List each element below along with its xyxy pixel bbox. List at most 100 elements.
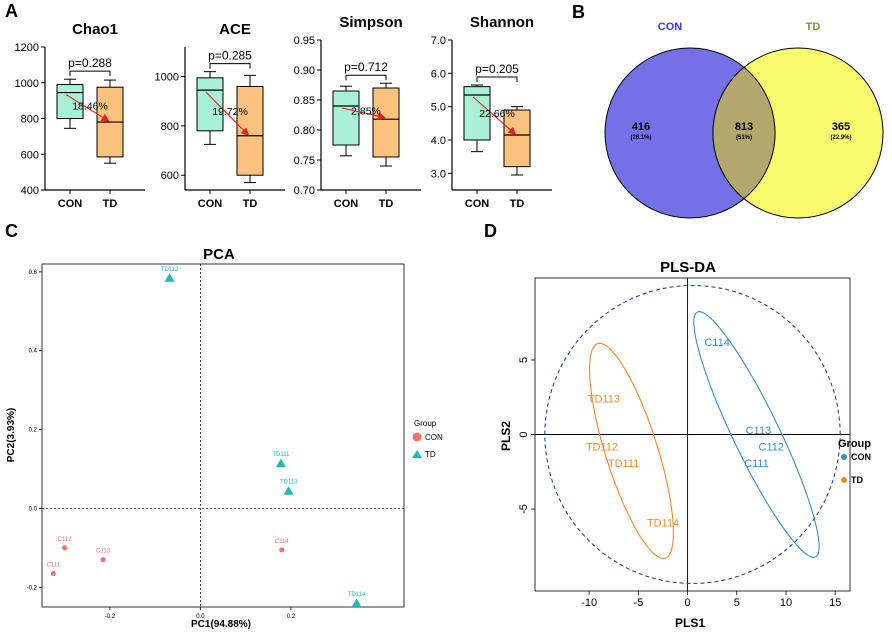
pca-x-tick-label: 0.0 [196, 614, 205, 620]
chao1-boxplot: Chao1 400 600 800 1000 1200 CON TD p=0.288 18.46% [15, 21, 145, 210]
plsda-point-td112: TD112 [586, 441, 618, 453]
pca-y-tick-label: 0.6 [29, 270, 38, 276]
plsda-y-tick-label: 0 [518, 431, 530, 437]
pca-y-tick-label: 0.4 [29, 349, 38, 355]
plsda-legend-td-marker [841, 477, 847, 483]
pca-point-label-c113: C113 [96, 549, 111, 555]
pca-point-c114 [279, 547, 285, 553]
pca-plot: PCA PC1(94.88%) PC2(3.93%) -0.2 0.0 0.2 -0.… [6, 246, 443, 630]
pca-x-tick-label: -0.2 [105, 614, 116, 620]
ace-td-box [236, 85, 264, 176]
chao1-x-tick-label-con: CON [58, 198, 83, 210]
shannon-y-tick-label: 3.0 [431, 168, 446, 180]
shannon-change-label: 22.66% [479, 108, 515, 120]
plsda-point-td114: TD114 [647, 517, 679, 529]
plsda-plot: PLS-DA PLS1 PLS2 -10 -5 0 5 10 15 -5 0 5 C114 C11… [499, 259, 871, 630]
pca-point-td114 [351, 598, 362, 608]
pca-point-td112 [164, 273, 175, 282]
venn-con-only-pct: (26.1%) [630, 135, 651, 141]
pca-point-label-td112: TD112 [161, 267, 179, 273]
chao1-y-tick-label: 600 [21, 149, 39, 161]
pca-y-tick-label: -0.2 [27, 585, 38, 591]
simpson-td-box [372, 87, 400, 158]
plsda-legend-title: Group [838, 438, 871, 450]
shannon-x-tick-label-td: TD [510, 198, 525, 210]
chao1-significance-bracket [69, 70, 111, 77]
plsda-y-tick-label: -5 [518, 504, 530, 514]
ace-x-tick-label-td: TD [243, 198, 258, 210]
pca-point-td113 [283, 486, 294, 495]
pca-point-c112 [62, 545, 68, 551]
pca-y-tick-label: 0.2 [29, 428, 38, 434]
panel-label-c: C [5, 221, 18, 241]
plsda-x-tick-label: 15 [829, 597, 841, 609]
shannon-y-tick-label: 6.0 [431, 68, 446, 80]
pca-frame [41, 263, 405, 608]
ace-boxplot: ACE 600 800 1000 CON TD p=0.285 19.72% [155, 21, 285, 210]
pca-legend-title: Group [414, 419, 437, 428]
pca-y-tick-label: 0.0 [29, 506, 38, 512]
pca-point-label-td114: TD114 [348, 592, 366, 598]
pca-legend-con-label: CON [425, 433, 443, 442]
shannon-decrease-arrow [472, 96, 517, 135]
chao1-x-tick-label-td: TD [103, 198, 118, 210]
chao1-change-label: 18.46% [72, 100, 108, 112]
plsda-ellipse-td [588, 342, 674, 560]
plsda-x-tick-label: -10 [581, 597, 597, 609]
plsda-legend-td-label: TD [851, 475, 863, 485]
plsda-x-tick-label: -5 [633, 597, 643, 609]
pca-legend: Group CON TD [412, 419, 443, 459]
pca-point-c113 [100, 557, 106, 563]
ace-y-tick-label: 800 [161, 121, 179, 133]
chao1-title: Chao1 [72, 21, 118, 38]
simpson-y-tick-label: 0.70 [294, 185, 315, 197]
ace-decrease-arrow [205, 91, 250, 136]
simpson-x-tick-label-con: CON [334, 198, 359, 210]
simpson-p-value: p=0.712 [344, 60, 388, 74]
ace-x-tick-label-con: CON [198, 198, 223, 210]
panel-label-b: B [572, 2, 585, 22]
shannon-y-tick-label: 4.0 [431, 135, 446, 147]
pca-point-label-c114: C114 [275, 539, 290, 545]
plsda-y-axis-label: PLS2 [499, 421, 513, 451]
plsda-legend-con-label: CON [851, 452, 871, 462]
shannon-significance-bracket [476, 76, 518, 82]
pca-point-label-td111: TD111 [272, 452, 290, 458]
plsda-x-tick-label: 10 [780, 597, 792, 609]
simpson-y-tick-label: 0.85 [294, 95, 315, 107]
chao1-y-tick-label: 1200 [15, 42, 39, 54]
ace-significance-bracket [209, 63, 251, 69]
panel-label-d: D [484, 221, 497, 241]
simpson-y-tick-label: 0.95 [294, 35, 315, 47]
venn-diagram: CON TD 416 (26.1%) 813 (51%) 365 (22.9%) [604, 21, 884, 219]
chao1-y-tick-label: 400 [21, 185, 39, 197]
venn-con-title: CON [658, 21, 683, 33]
venn-td-title: TD [806, 21, 821, 33]
venn-con-only-count: 416 [632, 121, 650, 133]
chao1-y-tick-label: 800 [21, 114, 39, 126]
venn-td-only-count: 365 [832, 121, 850, 133]
pca-point-label-c111: C111 [47, 562, 61, 568]
simpson-change-label: 2.85% [351, 106, 381, 118]
pca-point-td111 [275, 458, 286, 468]
plsda-ellipse-con [693, 311, 820, 558]
ace-p-value: p=0.285 [208, 49, 252, 63]
chao1-con-box [56, 84, 84, 119]
venn-overlap-count: 813 [735, 121, 753, 133]
ace-y-tick-label: 1000 [155, 72, 179, 84]
pca-point-c111 [50, 570, 56, 577]
plsda-point-td111: TD111 [608, 458, 639, 470]
plsda-point-td113: TD113 [588, 394, 620, 406]
pca-legend-td-label: TD [425, 450, 436, 459]
pca-y-axis-label: PC2(3.93%) [6, 408, 17, 462]
shannon-boxplot: Shannon 3.0 4.0 5.0 6.0 7.0 CON TD p=0.205 22.66% [431, 14, 552, 210]
plsda-point-c113: C113 [746, 425, 771, 437]
plsda-point-c114: C114 [704, 337, 729, 349]
plsda-x-tick-label: 5 [734, 597, 740, 609]
shannon-td-box [503, 109, 531, 168]
chao1-p-value: p=0.288 [68, 56, 112, 70]
pca-point-label-td113: TD113 [280, 480, 298, 486]
simpson-x-tick-label-td: TD [379, 198, 394, 210]
pca-x-axis-label: PC1(94.88%) [191, 619, 251, 630]
plsda-legend: Group CON TD [838, 438, 871, 485]
